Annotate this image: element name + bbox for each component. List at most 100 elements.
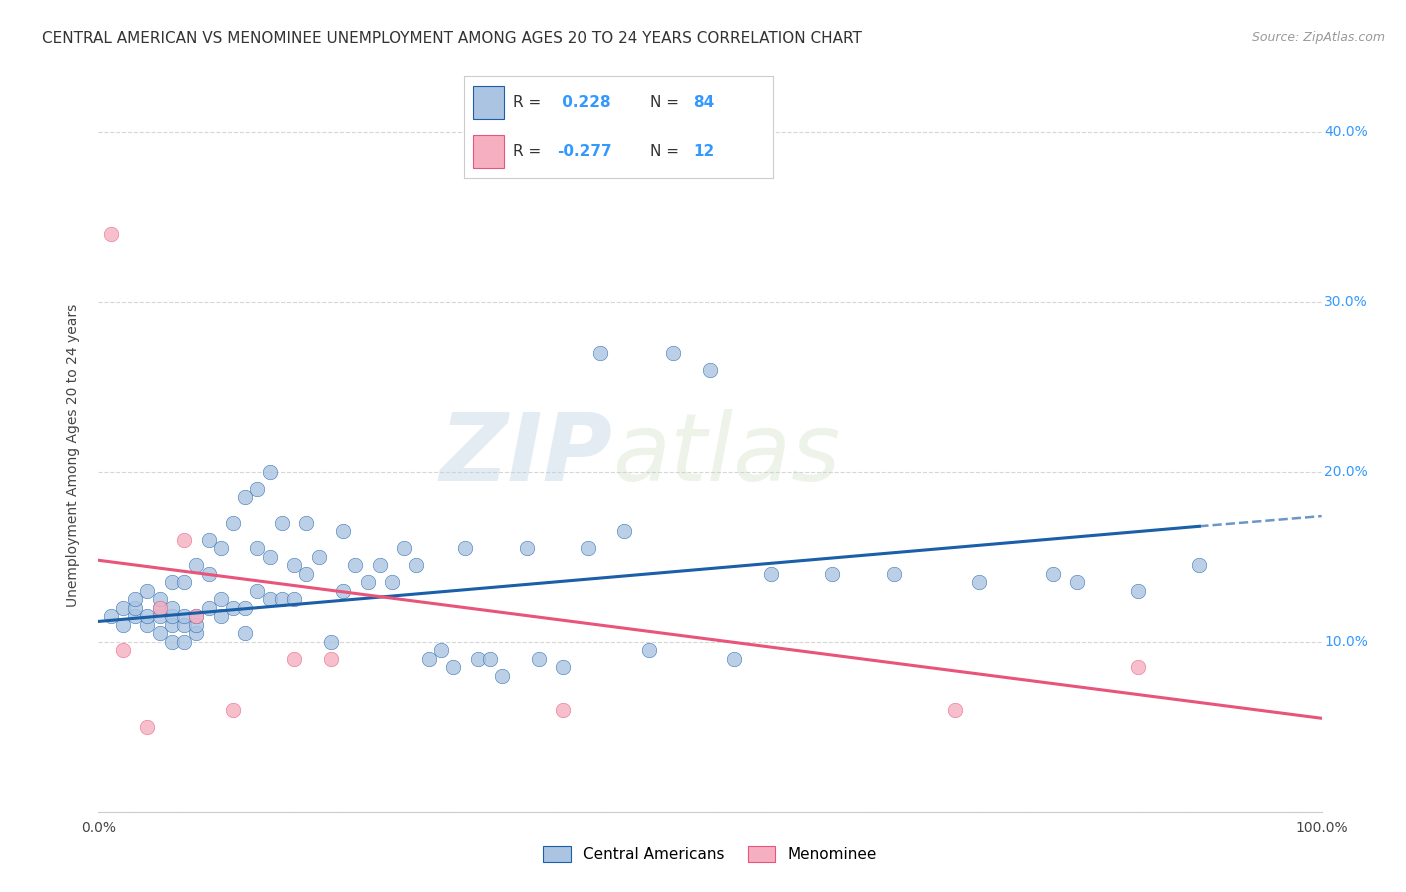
- Point: [467, 652, 489, 666]
- Point: [233, 626, 256, 640]
- Point: [637, 643, 661, 657]
- Point: [197, 600, 219, 615]
- Point: [332, 583, 354, 598]
- Text: CENTRAL AMERICAN VS MENOMINEE UNEMPLOYMENT AMONG AGES 20 TO 24 YEARS CORRELATION: CENTRAL AMERICAN VS MENOMINEE UNEMPLOYME…: [42, 31, 862, 46]
- Point: [246, 541, 269, 556]
- Point: [295, 516, 318, 530]
- Point: [209, 609, 232, 624]
- Point: [1128, 660, 1150, 674]
- Point: [186, 558, 208, 573]
- Point: [173, 575, 195, 590]
- Point: [149, 626, 172, 640]
- Point: [319, 652, 342, 666]
- Point: [197, 533, 219, 547]
- Point: [136, 720, 159, 734]
- Point: [332, 524, 354, 539]
- Point: [283, 592, 305, 607]
- Point: [160, 575, 183, 590]
- Point: [209, 541, 232, 556]
- Text: 40.0%: 40.0%: [1324, 125, 1368, 139]
- Text: 0.228: 0.228: [557, 95, 610, 110]
- Point: [136, 609, 159, 624]
- Text: 10.0%: 10.0%: [1324, 635, 1368, 648]
- Point: [392, 541, 416, 556]
- Text: R =: R =: [513, 95, 547, 110]
- Point: [1066, 575, 1088, 590]
- Point: [186, 609, 208, 624]
- Point: [613, 524, 636, 539]
- Point: [160, 609, 183, 624]
- Text: atlas: atlas: [612, 409, 841, 500]
- Point: [1128, 583, 1150, 598]
- Point: [441, 660, 464, 674]
- Point: [589, 346, 612, 360]
- Point: [381, 575, 404, 590]
- Point: [173, 635, 195, 649]
- Point: [553, 660, 575, 674]
- Point: [662, 346, 685, 360]
- Point: [1042, 566, 1064, 581]
- Point: [283, 558, 305, 573]
- Point: [356, 575, 378, 590]
- Bar: [474, 87, 505, 119]
- Point: [418, 652, 440, 666]
- Point: [124, 592, 146, 607]
- Point: [186, 609, 208, 624]
- Point: [222, 600, 245, 615]
- Point: [246, 583, 269, 598]
- Point: [111, 600, 134, 615]
- Point: [173, 617, 195, 632]
- Point: [233, 491, 256, 505]
- Point: [883, 566, 905, 581]
- Point: [124, 609, 146, 624]
- Point: [553, 703, 575, 717]
- Point: [943, 703, 966, 717]
- Point: [186, 617, 208, 632]
- Point: [222, 516, 245, 530]
- Point: [160, 617, 183, 632]
- Point: [259, 549, 281, 564]
- Point: [149, 609, 172, 624]
- Point: [100, 609, 122, 624]
- Point: [259, 592, 281, 607]
- Point: [454, 541, 477, 556]
- Point: [515, 541, 537, 556]
- Point: [761, 566, 783, 581]
- Point: [100, 227, 122, 241]
- Point: [270, 592, 294, 607]
- Point: [283, 652, 305, 666]
- Point: [149, 592, 172, 607]
- Text: 12: 12: [693, 145, 714, 160]
- Y-axis label: Unemployment Among Ages 20 to 24 years: Unemployment Among Ages 20 to 24 years: [66, 303, 80, 607]
- Text: 84: 84: [693, 95, 714, 110]
- Point: [270, 516, 294, 530]
- Legend: Central Americans, Menominee: Central Americans, Menominee: [537, 840, 883, 868]
- Point: [308, 549, 330, 564]
- Point: [246, 482, 269, 496]
- Point: [259, 465, 281, 479]
- Point: [368, 558, 391, 573]
- Point: [197, 566, 219, 581]
- Text: 30.0%: 30.0%: [1324, 295, 1368, 309]
- Point: [699, 363, 721, 377]
- Bar: [474, 136, 505, 168]
- Point: [1188, 558, 1211, 573]
- Point: [160, 635, 183, 649]
- Point: [124, 600, 146, 615]
- Text: -0.277: -0.277: [557, 145, 612, 160]
- Point: [344, 558, 367, 573]
- Point: [723, 652, 745, 666]
- Point: [186, 626, 208, 640]
- Point: [209, 592, 232, 607]
- Point: [491, 669, 513, 683]
- Point: [149, 600, 172, 615]
- Point: [173, 533, 195, 547]
- Text: N =: N =: [650, 95, 683, 110]
- Point: [821, 566, 844, 581]
- Point: [967, 575, 990, 590]
- Point: [576, 541, 599, 556]
- Point: [173, 609, 195, 624]
- Point: [430, 643, 453, 657]
- Point: [233, 600, 256, 615]
- Point: [136, 583, 159, 598]
